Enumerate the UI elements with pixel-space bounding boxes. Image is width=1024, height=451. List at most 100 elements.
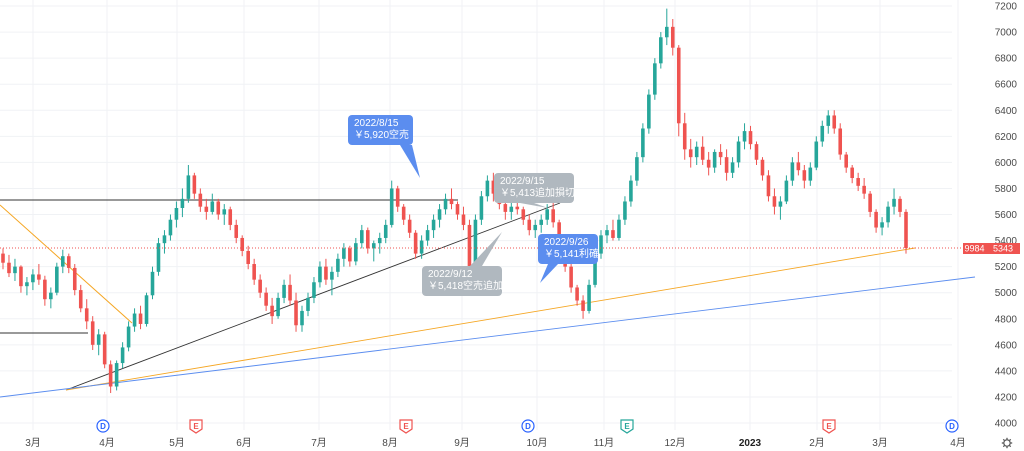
- candle: [55, 262, 59, 296]
- chart-grid: [0, 0, 959, 430]
- price-tick-label: 5600: [995, 210, 1018, 221]
- candle-body: [820, 125, 825, 142]
- candle-body: [844, 154, 848, 168]
- time-tick-label: 5月: [169, 437, 185, 449]
- candle: [360, 224, 364, 249]
- candle-body: [168, 219, 173, 236]
- price-tick-label: 7200: [995, 2, 1018, 13]
- annotation-callout[interactable]: 2022/9/15￥5,413追加損切: [494, 173, 575, 208]
- candle-body: [419, 240, 424, 254]
- candle: [270, 297, 274, 324]
- candle-body: [814, 141, 819, 168]
- symbol-code-badge: [963, 243, 986, 254]
- candle: [485, 175, 490, 202]
- earnings-marker-icon[interactable]: E: [620, 419, 634, 434]
- candle-body: [605, 230, 609, 236]
- time-tick-label: 4月: [99, 437, 115, 449]
- candle-body: [264, 292, 268, 306]
- time-axis[interactable]: 3月 4月 5月 6月 7月 8月 9月 10月 11月 12月 2023 2月 3月 4月: [25, 437, 966, 449]
- candle-body: [509, 206, 514, 212]
- annotation-callout[interactable]: 2022/9/26￥5,141利確: [538, 234, 599, 283]
- dividend-marker-icon[interactable]: D: [945, 419, 959, 433]
- candle: [306, 292, 310, 317]
- uptrend-line-blue[interactable]: [0, 276, 976, 398]
- time-tick-label: 10月: [526, 437, 547, 449]
- candle-body: [676, 47, 681, 124]
- candle-body: [138, 313, 143, 324]
- candle-body: [228, 209, 233, 225]
- price-tick-label: 5000: [995, 288, 1018, 299]
- candle-body: [533, 224, 538, 231]
- candle: [790, 157, 795, 186]
- candle: [425, 224, 430, 246]
- candle-body: [790, 162, 795, 181]
- candle-body: [192, 175, 197, 194]
- candle-body: [174, 207, 179, 220]
- earnings-marker-icon[interactable]: E: [189, 419, 203, 434]
- candle-body: [593, 253, 597, 285]
- candle: [629, 175, 633, 207]
- candle-body: [611, 230, 615, 238]
- candle: [682, 112, 687, 160]
- candle-body: [557, 222, 561, 238]
- candle-body: [144, 295, 149, 324]
- callout-pointer: [540, 264, 558, 283]
- candle-body: [760, 159, 765, 176]
- earnings-marker-icon[interactable]: E: [822, 419, 836, 434]
- candle-body: [1, 253, 5, 263]
- price-axis[interactable]: 4000 4200 4400 4600 4800 5000 5200 5400 5600 5800…: [995, 2, 1018, 430]
- dividend-marker-icon[interactable]: D: [521, 419, 535, 433]
- time-tick-label: 2月: [809, 437, 825, 449]
- candle: [330, 266, 334, 296]
- candle: [467, 219, 472, 272]
- marker-shape: [521, 419, 535, 433]
- candle-body: [880, 222, 884, 228]
- candle-body: [443, 198, 448, 210]
- candle: [880, 217, 884, 236]
- candle: [13, 258, 17, 281]
- candle-body: [360, 230, 364, 244]
- dividend-marker-icon[interactable]: D: [96, 419, 110, 433]
- symbol-code-label: 9984: [964, 244, 984, 254]
- candle-body: [892, 198, 896, 207]
- candle-body: [318, 266, 322, 283]
- candle-body: [252, 264, 256, 280]
- candle: [832, 110, 837, 134]
- candle: [641, 123, 645, 163]
- price-tick-label: 6000: [995, 158, 1018, 169]
- candle: [144, 292, 149, 327]
- price-tick-label: 6800: [995, 54, 1018, 65]
- candle: [258, 274, 262, 298]
- candle-body: [688, 149, 693, 158]
- earnings-marker-icon[interactable]: E: [399, 419, 413, 434]
- candle: [808, 162, 813, 186]
- candle-body: [748, 131, 753, 145]
- candle-body: [706, 159, 711, 168]
- candle-body: [742, 131, 747, 142]
- candle: [479, 191, 484, 225]
- downtrend-line[interactable]: [0, 204, 133, 324]
- candle-body: [461, 214, 466, 225]
- settings-gear-icon[interactable]: [1001, 437, 1013, 449]
- candle: [473, 214, 478, 270]
- candle-body: [479, 196, 484, 220]
- candle-body: [766, 175, 771, 197]
- candle: [413, 230, 418, 259]
- candle-body: [413, 232, 418, 254]
- candle-body: [712, 151, 717, 168]
- candle-body: [180, 198, 185, 208]
- candle-body: [407, 219, 412, 233]
- annotation-callout[interactable]: 2022/8/15￥5,920空売: [348, 115, 420, 178]
- candle-body: [700, 146, 705, 160]
- callout-text-line: ￥5,920空売: [354, 128, 409, 141]
- candle-body: [84, 308, 89, 322]
- callout-text-line: ￥5,141利確: [544, 247, 599, 260]
- candle: [688, 138, 693, 168]
- annotation-callout[interactable]: 2022/9/12￥5,418空売追加: [422, 232, 503, 296]
- uptrend-line-orange[interactable]: [65, 247, 916, 391]
- candle-body: [43, 279, 47, 300]
- candle-body: [365, 230, 370, 249]
- candle: [581, 295, 585, 319]
- callout-text-line: ￥5,413追加損切: [500, 186, 575, 199]
